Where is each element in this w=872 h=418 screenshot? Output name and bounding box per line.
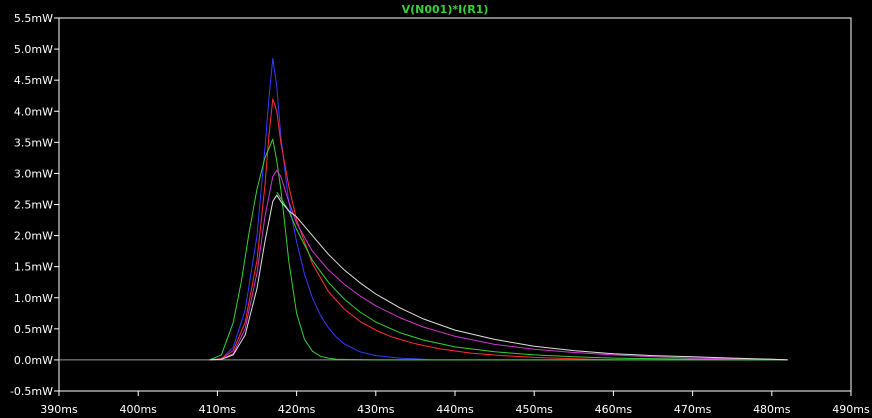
x-tick-label: 490ms [832, 403, 870, 416]
x-tick-label: 460ms [595, 403, 633, 416]
series-group [59, 57, 788, 361]
series-line-6 [209, 194, 788, 361]
y-tick-label: -0.5mW [10, 385, 53, 398]
x-tick-label: 480ms [753, 403, 791, 416]
y-tick-label: 5.5mW [14, 12, 53, 25]
y-tick-label: 3.0mW [14, 167, 53, 180]
x-tick-label: 390ms [40, 403, 78, 416]
y-tick-label: 5.0mW [14, 43, 53, 56]
y-tick-label: 0.0mW [14, 354, 53, 367]
plot-frame [58, 17, 852, 392]
y-tick-label: 4.5mW [14, 74, 53, 87]
x-tick-label: 400ms [119, 403, 157, 416]
x-tick-label: 420ms [278, 403, 316, 416]
x-tick-label: 430ms [357, 403, 395, 416]
y-tick-label: 2.0mW [14, 230, 53, 243]
x-tick-label: 470ms [674, 403, 712, 416]
chart-title: V(N001)*I(R1) [402, 3, 489, 16]
y-tick-label: 1.5mW [14, 261, 53, 274]
x-tick-label: 410ms [199, 403, 237, 416]
series-line-3 [209, 138, 788, 361]
y-tick-label: 4.0mW [14, 105, 53, 118]
x-tick-label: 450ms [515, 403, 553, 416]
y-tick-label: 2.5mW [14, 199, 53, 212]
series-line-4 [276, 191, 757, 361]
series-line-2 [209, 98, 614, 361]
x-tick-label: 440ms [436, 403, 474, 416]
y-tick-label: 0.5mW [14, 323, 53, 336]
y-tick-label: 1.0mW [14, 292, 53, 305]
axis-ticks: -0.5mW 0.0mW 0.5mW 1.0mW 1.5mW 2.0mW 2.5mW 3.0m… [10, 12, 870, 416]
series-line-5 [209, 169, 788, 361]
y-tick-label: 3.5mW [14, 136, 53, 149]
series-line-1 [209, 57, 432, 361]
